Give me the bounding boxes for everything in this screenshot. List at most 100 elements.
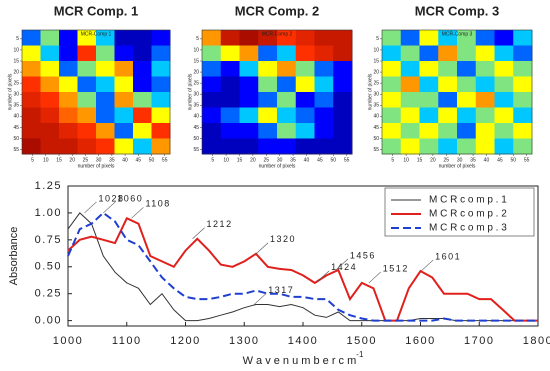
annotation: 1456 — [350, 250, 376, 260]
heatmap-title: MCR Comp. 1 — [54, 3, 139, 18]
y-tick-label: 15 — [373, 58, 379, 64]
heatmap-cell — [475, 61, 495, 77]
heatmap-cell — [133, 107, 152, 124]
x-tick-label: 30 — [457, 157, 463, 163]
x-tick-label: 45 — [497, 157, 503, 163]
heatmap-cell — [400, 92, 420, 108]
heatmap-cell — [22, 61, 41, 77]
heatmap-cell — [59, 138, 78, 155]
plot-frame — [381, 29, 533, 155]
heatmap-cell — [96, 45, 115, 62]
heatmap-cell — [513, 76, 533, 93]
heatmap-cell — [258, 30, 278, 46]
heatmap-cell — [333, 76, 353, 93]
heatmap-cell — [438, 123, 458, 139]
heatmap-cell — [475, 30, 495, 46]
heatmap-cell — [457, 138, 477, 155]
heatmap-cell — [277, 138, 297, 155]
heatmap-cell — [22, 138, 41, 155]
x-tick-label: 35 — [109, 157, 115, 163]
heatmap-cell — [202, 76, 222, 93]
heatmap-cell — [314, 76, 334, 93]
x-tick-label: 1700 — [464, 335, 494, 347]
annotation: 1317 — [268, 285, 294, 295]
heatmap-cell — [400, 76, 420, 93]
heatmap-cell — [202, 45, 222, 62]
heatmap-cell — [419, 30, 439, 46]
heatmap-cell — [239, 45, 259, 62]
x-tick-label: 40 — [484, 157, 490, 163]
heatmap-cell — [513, 92, 533, 108]
heatmap-cell — [133, 76, 152, 93]
x-tick-label: 45 — [136, 157, 142, 163]
heatmap-cell — [22, 107, 41, 124]
annotation: 1601 — [435, 251, 461, 261]
heatmap-cell — [513, 138, 533, 155]
x-tick-label: 20 — [430, 157, 436, 163]
heatmap-cell — [419, 92, 439, 108]
annotation-leader — [335, 258, 349, 271]
heatmap-cell — [438, 45, 458, 62]
x-tick-label: 15 — [417, 157, 423, 163]
heatmap-cell — [457, 30, 477, 46]
heatmap-cell — [277, 107, 297, 124]
heatmap-cell — [77, 45, 97, 62]
heatmap-cell — [59, 92, 78, 108]
heatmap-cell — [151, 45, 171, 62]
x-tick-label: 50 — [149, 157, 155, 163]
heatmap-cell — [295, 138, 315, 155]
heatmap-cell — [513, 30, 533, 46]
heatmap-cell — [475, 123, 495, 139]
heatmap-cell — [333, 138, 353, 155]
heatmap-cell — [220, 123, 240, 139]
y-tick-label: 5 — [376, 36, 379, 42]
x-tick-label: 25 — [264, 157, 270, 163]
heatmap-cell — [96, 107, 115, 124]
y-axis-label: number of pixels — [7, 73, 13, 110]
y-tick-label: 15 — [193, 58, 199, 64]
annotation: 1212 — [207, 219, 233, 229]
y-tick-label: 25 — [373, 80, 379, 86]
heatmap-cell — [400, 123, 420, 139]
x-tick-label: 5 — [31, 157, 34, 163]
series-line — [67, 216, 538, 322]
y-tick-label: 20 — [373, 69, 379, 75]
heatmap-cell — [239, 76, 259, 93]
heatmap-cell — [114, 76, 134, 93]
x-axis-label: number of pixels — [439, 163, 476, 169]
heatmap-cell — [258, 61, 278, 77]
heatmap-cell — [400, 61, 420, 77]
heatmap-cell — [258, 76, 278, 93]
y-tick-label: 1.25 — [35, 180, 62, 192]
heatmap-cell — [400, 45, 420, 62]
x-tick-label: 10 — [223, 157, 229, 163]
heatmap-cell — [494, 61, 514, 77]
heatmap-cell — [40, 61, 60, 77]
heatmap-cell — [258, 45, 278, 62]
heatmap-cell — [114, 61, 134, 77]
heatmap-cell — [151, 123, 171, 139]
heatmap-cell — [295, 107, 315, 124]
heatmap-cell — [314, 61, 334, 77]
heatmap-cell — [513, 45, 533, 62]
heatmap-cell — [258, 107, 278, 124]
heatmap-cell — [96, 30, 115, 46]
x-tick-label: 15 — [56, 157, 62, 163]
heatmap-cell — [133, 123, 152, 139]
heatmap-cell — [295, 45, 315, 62]
x-axis-label: W a v e n u m b e r c m-1 — [243, 350, 364, 367]
heatmap-cell — [239, 138, 259, 155]
plot-frame — [201, 29, 353, 155]
y-tick-label: 40 — [373, 114, 379, 120]
heatmap-cell — [438, 92, 458, 108]
heatmap-cell — [333, 123, 353, 139]
x-tick-label: 5 — [391, 157, 394, 163]
heatmap-cell — [133, 30, 152, 46]
heatmap-cell — [40, 123, 60, 139]
heatmap-cell — [77, 92, 97, 108]
heatmap-subtitle: MCR-Comp 1 — [81, 31, 112, 37]
heatmap-cell — [151, 76, 171, 93]
x-tick-label: 1300 — [229, 335, 259, 347]
y-tick-label: 55 — [193, 147, 199, 153]
